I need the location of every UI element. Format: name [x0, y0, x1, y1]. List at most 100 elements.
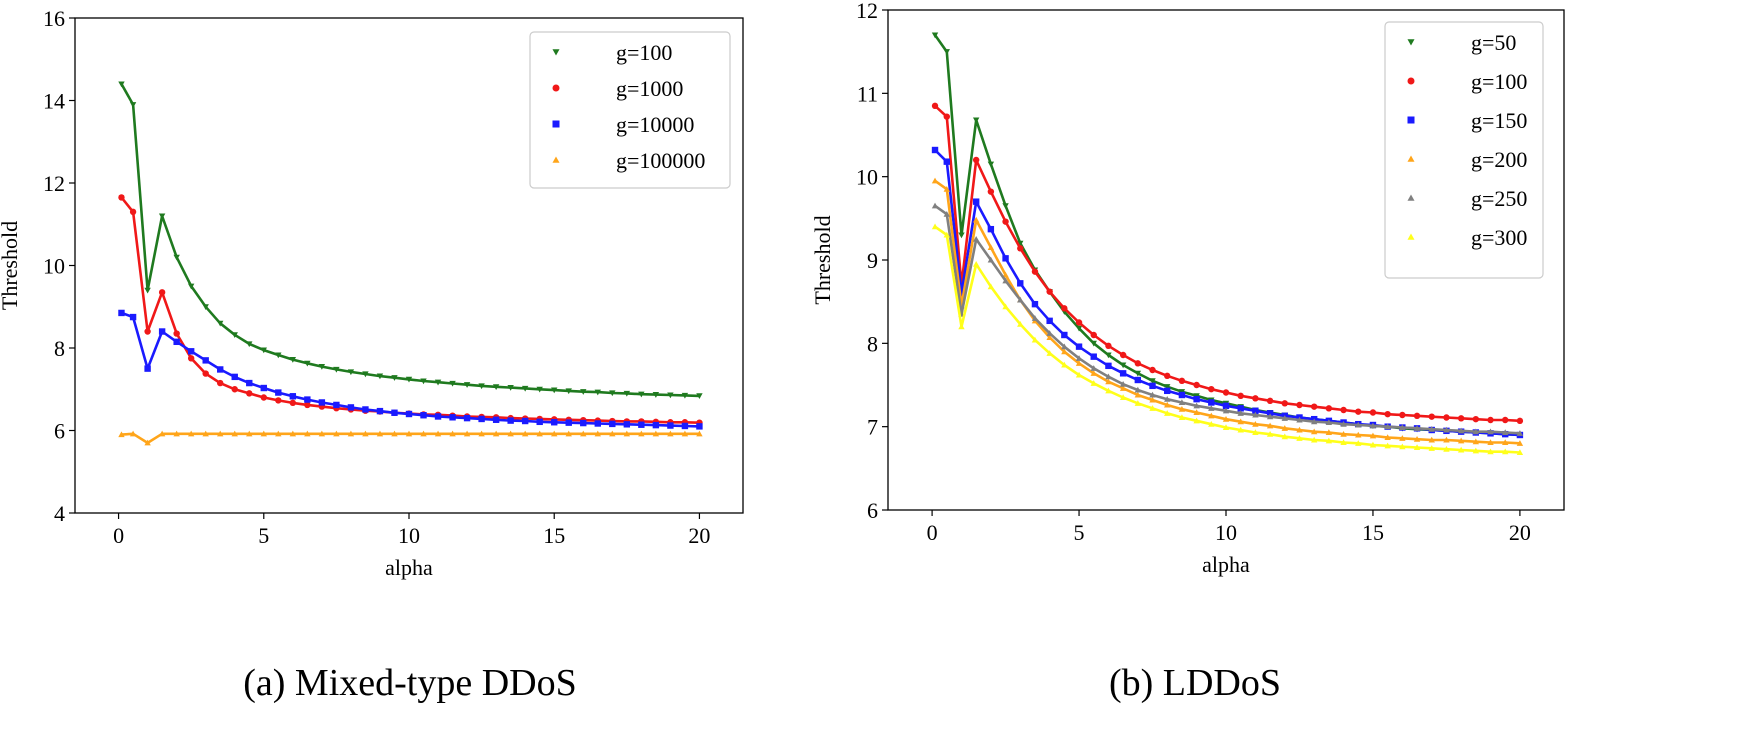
data-point	[144, 439, 151, 446]
data-point	[217, 366, 224, 373]
data-point	[1384, 410, 1391, 418]
data-point	[1399, 443, 1406, 450]
y-tick-label: 6	[867, 498, 878, 523]
x-tick-label: 15	[543, 523, 565, 548]
data-point	[681, 422, 689, 430]
data-point	[1075, 319, 1083, 326]
data-point	[187, 348, 195, 355]
data-point	[478, 415, 485, 423]
data-point	[246, 390, 253, 397]
x-axis-label: alpha	[1202, 552, 1250, 577]
data-point	[202, 370, 209, 377]
data-point	[1310, 428, 1318, 435]
data-point	[347, 430, 355, 437]
data-point	[1031, 268, 1039, 275]
data-point	[1310, 403, 1318, 410]
data-point	[1516, 430, 1524, 436]
data-point	[1252, 420, 1259, 427]
legend-label: g=100	[616, 40, 672, 65]
data-point	[202, 357, 209, 364]
data-point	[1296, 416, 1303, 423]
data-point	[492, 416, 500, 423]
data-point	[521, 417, 529, 425]
legend-marker	[1407, 39, 1415, 46]
data-point	[551, 430, 558, 437]
data-point	[1105, 378, 1112, 385]
data-point	[118, 194, 125, 201]
data-point	[1502, 439, 1509, 446]
legend-marker	[552, 120, 560, 128]
data-point	[1502, 429, 1509, 436]
data-point	[478, 383, 485, 390]
data-point	[1443, 414, 1450, 421]
x-tick-label: 10	[1215, 520, 1237, 545]
data-point	[1369, 409, 1377, 416]
data-point	[972, 198, 980, 205]
data-point	[391, 375, 398, 381]
data-point	[931, 32, 939, 39]
data-point	[1237, 410, 1244, 416]
data-point	[1105, 373, 1112, 380]
data-point	[943, 158, 950, 165]
y-axis-label: Threshold	[0, 221, 22, 310]
data-point	[1399, 411, 1406, 419]
legend: g=100 g=1000 g=10000 g=100000	[529, 31, 731, 189]
data-point	[551, 419, 558, 426]
data-point	[260, 430, 267, 437]
y-tick-label: 6	[54, 419, 65, 444]
data-point	[304, 430, 311, 437]
data-point	[681, 430, 689, 437]
y-tick-label: 12	[43, 171, 65, 196]
data-point	[1193, 409, 1200, 416]
data-point	[434, 379, 442, 386]
data-point	[594, 389, 601, 396]
data-point	[202, 304, 209, 310]
data-point	[1266, 422, 1274, 429]
data-point	[1149, 366, 1156, 374]
legend-item: g=200	[1407, 147, 1527, 172]
data-point	[1119, 380, 1127, 387]
data-point	[1149, 405, 1156, 411]
legend-label: g=50	[1471, 30, 1516, 55]
data-point	[1090, 340, 1097, 347]
data-point	[551, 387, 558, 394]
data-point	[1164, 395, 1171, 402]
data-point	[696, 393, 703, 400]
data-point	[667, 430, 674, 437]
data-point	[1266, 397, 1274, 405]
data-point	[987, 188, 995, 195]
data-point	[1090, 365, 1097, 371]
data-point	[1164, 410, 1171, 416]
data-point	[667, 392, 674, 399]
data-point	[1178, 399, 1186, 406]
data-point	[362, 430, 369, 437]
data-point	[1208, 420, 1215, 427]
data-point	[1222, 407, 1230, 414]
data-point	[1237, 426, 1244, 433]
x-tick-label: 5	[258, 523, 269, 548]
data-point	[1164, 372, 1171, 380]
data-point	[202, 430, 209, 437]
data-point	[652, 430, 660, 437]
data-point	[521, 430, 529, 437]
legend-box	[529, 31, 731, 189]
data-point	[173, 338, 180, 346]
data-point	[449, 414, 456, 421]
series-g-250	[931, 202, 1524, 436]
legend-marker	[1407, 233, 1415, 240]
data-point	[1208, 399, 1215, 406]
data-point	[1252, 411, 1259, 418]
data-point	[173, 330, 180, 337]
data-point	[1119, 394, 1127, 401]
data-point	[1516, 440, 1524, 446]
data-point	[231, 332, 238, 338]
series-g-100	[118, 81, 703, 400]
data-point	[246, 379, 253, 387]
data-point	[492, 384, 500, 390]
data-point	[1472, 415, 1480, 423]
data-point	[217, 379, 224, 387]
data-point	[275, 430, 282, 437]
data-point	[1252, 395, 1259, 402]
data-point	[449, 430, 456, 437]
data-point	[580, 430, 587, 437]
